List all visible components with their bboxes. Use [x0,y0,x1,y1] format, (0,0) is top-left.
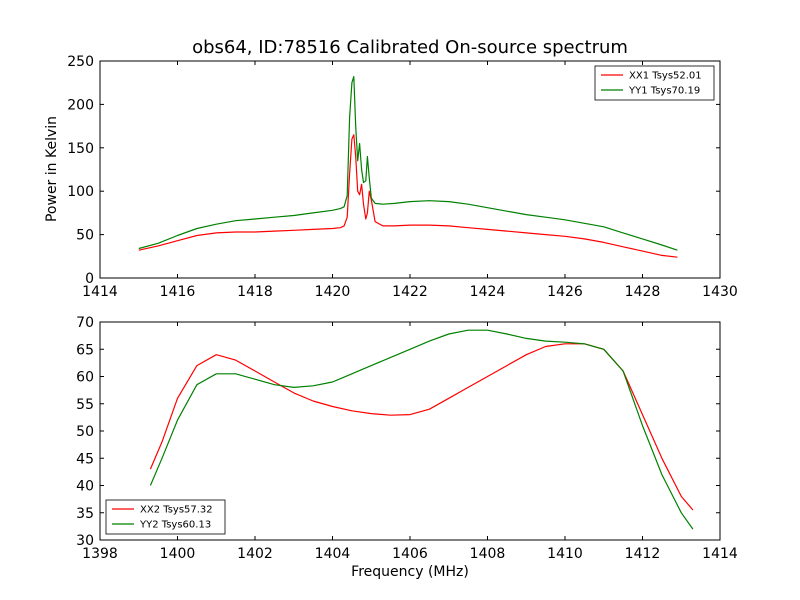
x-tick-label-1-5: 1408 [470,546,506,562]
y-tick-label-1-4: 50 [76,424,94,440]
x-tick-label-0-7: 1428 [625,284,661,300]
y-tick-label-0-0: 0 [85,271,94,287]
y-tick-label-1-2: 40 [76,479,94,495]
x-tick-label-1-6: 1410 [547,546,583,562]
y-tick-label-1-8: 70 [76,315,94,331]
upper-y-axis-label: Power in Kelvin [44,116,60,222]
x-tick-label-1-2: 1402 [237,546,273,562]
x-tick-label-1-3: 1404 [315,546,351,562]
legend-label-yy2: YY2 Tsys60.13 [139,520,211,531]
y-tick-label-1-6: 60 [76,370,94,386]
y-tick-label-0-3: 150 [67,141,94,157]
series-line-0-0 [138,134,678,258]
upper-plot-area: 1414 1416 1418 1420 1422 1424 1426 1428 1430 0 50 1… [67,54,738,300]
x-tick-label-0-2: 1418 [237,284,273,300]
series-line-0-1 [138,76,678,251]
upper-spectrum-panel: obs64, ID:78516 Calibrated On-source spe… [44,37,738,300]
y-tick-label-0-5: 250 [67,54,94,70]
x-tick-label-1-8: 1414 [702,546,738,562]
x-tick-label-0-4: 1422 [392,284,428,300]
x-tick-label-0-5: 1424 [470,284,506,300]
x-tick-label-0-3: 1420 [315,284,351,300]
y-tick-label-1-1: 35 [76,506,94,522]
x-tick-label-0-0: 1414 [82,284,118,300]
y-tick-label-1-5: 55 [76,397,94,413]
legend-label-xx1: XX1 Tsys52.01 [629,71,702,82]
x-tick-label-1-7: 1412 [625,546,661,562]
x-tick-label-1-0: 1398 [82,546,118,562]
y-tick-label-1-7: 65 [76,342,94,358]
y-tick-label-0-1: 50 [76,228,94,244]
lower-plot-area: 1398 1400 1402 1404 1406 1408 1410 1412 1414 30 35… [76,315,738,562]
x-tick-label-0-6: 1426 [547,284,583,300]
legend-label-xx2: XX2 Tsys57.32 [140,505,213,516]
x-tick-label-1-1: 1400 [160,546,196,562]
x-tick-label-0-8: 1430 [702,284,738,300]
lower-legend-box [105,499,226,535]
lower-x-axis-label: Frequency (MHz) [351,564,469,580]
y-tick-label-0-4: 200 [67,97,94,113]
upper-chart-title: obs64, ID:78516 Calibrated On-source spe… [192,37,628,58]
y-tick-label-0-2: 100 [67,184,94,200]
legend-label-yy1: YY1 Tsys70.19 [628,86,700,97]
series-line-1-1 [149,329,694,530]
y-tick-label-1-0: 30 [76,533,94,549]
y-tick-label-1-3: 45 [76,451,94,467]
lower-spectrum-panel: Frequency (MHz) 1398 1400 1402 1404 1406 1408… [76,315,738,580]
lower-legend: XX2 Tsys57.32 YY2 Tsys60.13 [105,499,226,535]
x-tick-label-0-1: 1416 [160,284,196,300]
x-tick-label-1-4: 1406 [392,546,428,562]
upper-legend-box [594,65,715,101]
upper-legend: XX1 Tsys52.01 YY1 Tsys70.19 [594,65,715,101]
